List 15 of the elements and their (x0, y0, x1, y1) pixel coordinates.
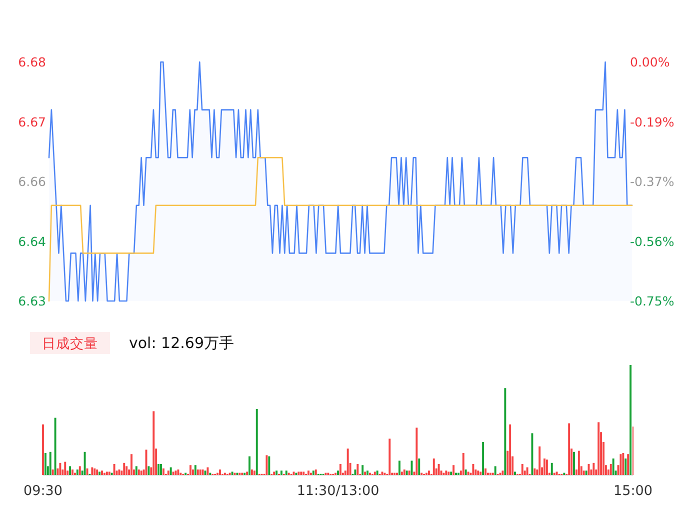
y-tick-label: 6.63 (18, 294, 46, 308)
chart-title: 日成交量 (42, 336, 98, 352)
y-tick-label: 6.64 (18, 234, 46, 249)
y2-tick-label: -0.75% (630, 294, 674, 308)
x-tick-label: 15:00 (614, 483, 652, 499)
x-tick-label: 11:30/13:00 (296, 483, 380, 499)
text: vol: 12.69万手 (129, 334, 234, 352)
y-tick-label: 6.66 (18, 174, 46, 189)
y2-tick-label: 0.00% (630, 54, 670, 70)
x-tick-label: 09:30 (24, 483, 62, 499)
y2-tick-label: -0.37% (630, 174, 674, 189)
y-tick-label: 6.67 (18, 114, 46, 130)
y2-tick-label: -0.19% (630, 114, 674, 130)
y-tick-label: 6.68 (18, 54, 46, 70)
y2-tick-label: -0.56% (630, 234, 674, 249)
